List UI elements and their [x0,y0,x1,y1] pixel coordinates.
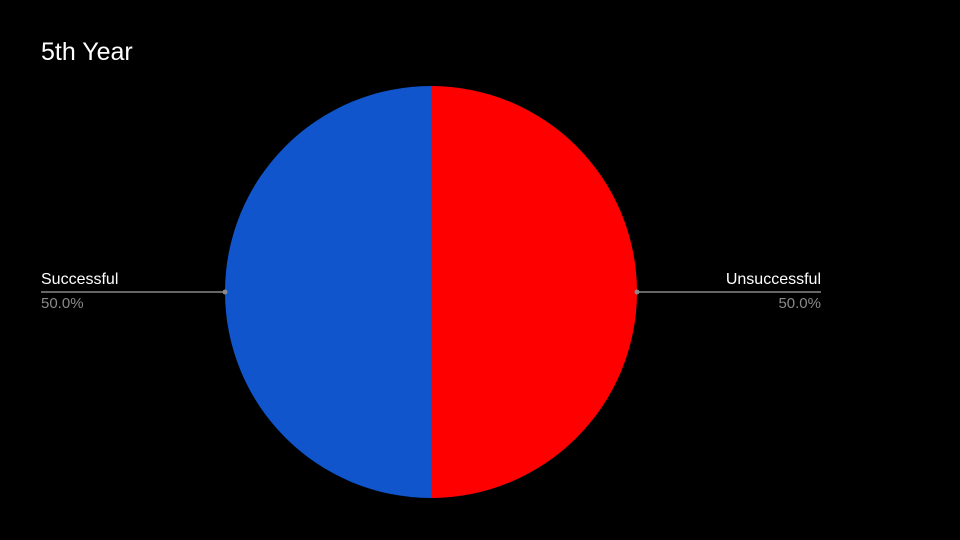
leader-dot-successful [222,289,228,295]
pie-slice-unsuccessful [431,86,637,498]
slice-label-successful: Successful [41,271,119,288]
chart-title: 5th Year [41,38,133,66]
leader-dot-unsuccessful [634,289,640,295]
slice-percent-successful: 50.0% [41,295,84,312]
slice-percent-unsuccessful: 50.0% [778,295,821,312]
pie-slices [225,86,637,498]
pie-slice-successful [225,86,431,498]
slice-label-unsuccessful: Unsuccessful [725,271,821,288]
leader-lines [41,289,821,295]
